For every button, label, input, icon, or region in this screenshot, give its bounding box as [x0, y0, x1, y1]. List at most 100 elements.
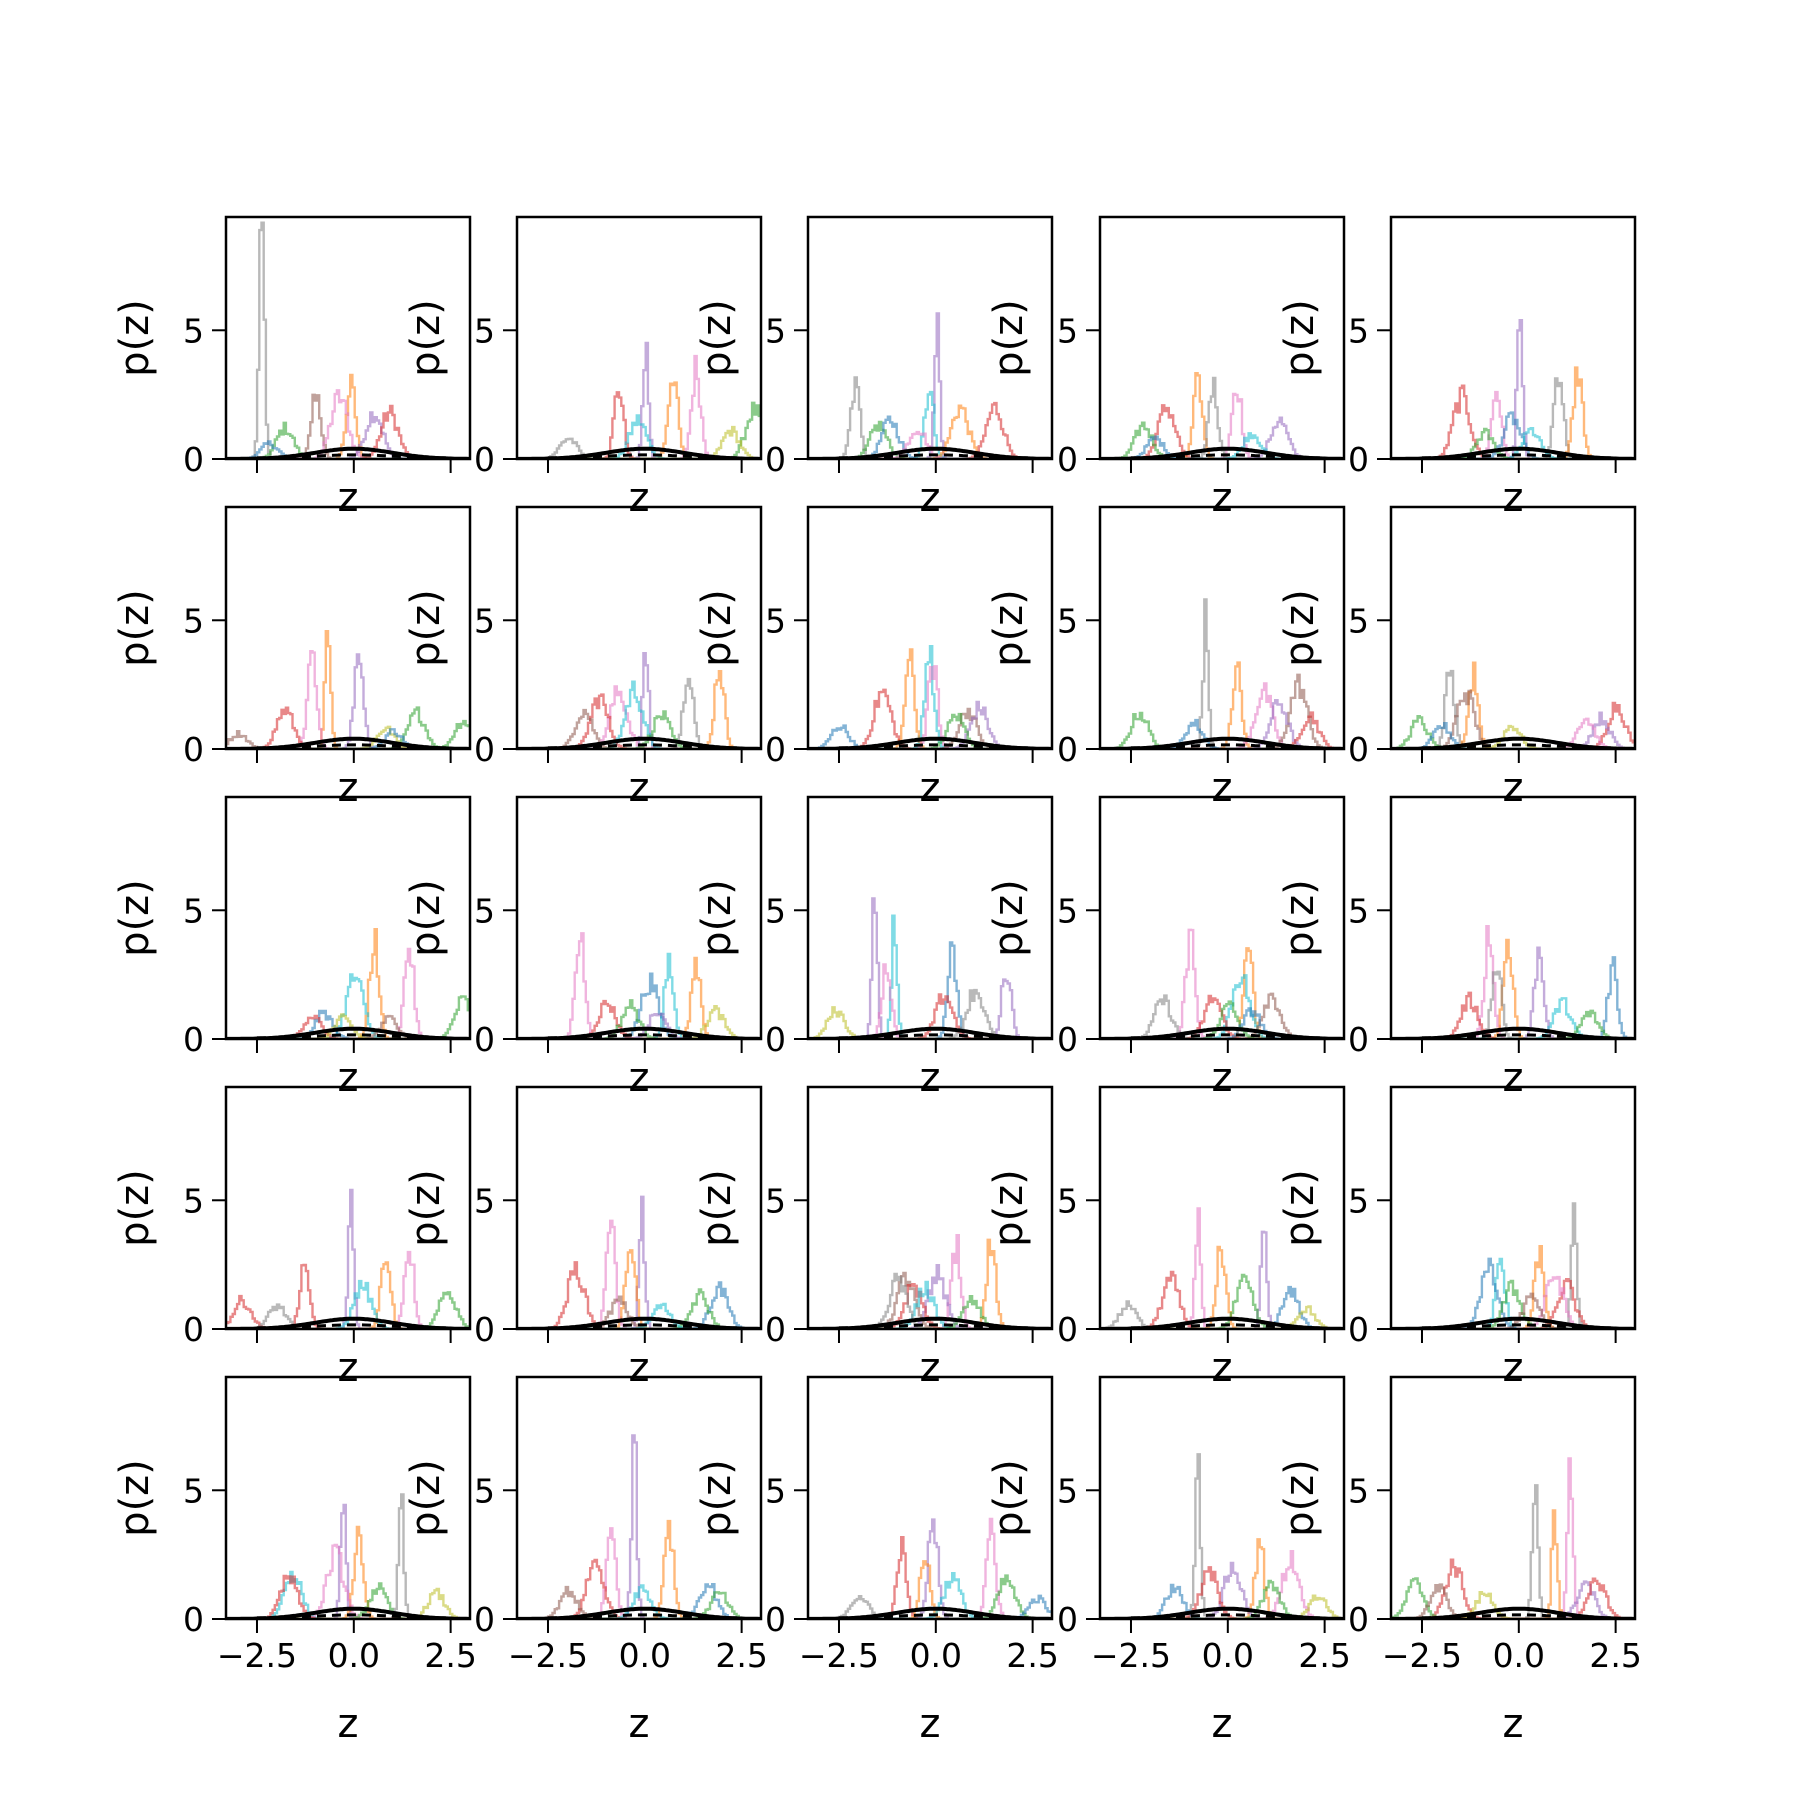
- posterior-histogram: [1391, 701, 1635, 749]
- posterior-histogram: [1391, 946, 1635, 1039]
- subplot-r4-c2: 0 5 z p(z): [403, 1085, 763, 1391]
- y-axis-label: p(z): [112, 1169, 158, 1247]
- posterior-histogram: [517, 1281, 761, 1329]
- x-axis-label: z: [1212, 475, 1233, 521]
- y-tick-label: 0: [1348, 1600, 1369, 1639]
- x-axis-label: z: [1212, 1055, 1233, 1101]
- axes-frame: [515, 1375, 763, 1621]
- subplot-r4-c4: 0 5 z p(z): [986, 1085, 1346, 1391]
- x-axis-label: z: [1503, 475, 1524, 521]
- plot-area: [1391, 1457, 1635, 1619]
- y-axis-label: p(z): [112, 299, 158, 377]
- axes-frame: [1098, 1375, 1346, 1621]
- subplot-r3-c4: 0 5 z p(z): [986, 795, 1346, 1101]
- posterior-histogram: [226, 221, 470, 459]
- posterior-histogram: [1100, 718, 1344, 749]
- posterior-histogram: [1391, 1202, 1635, 1329]
- posterior-histogram: [808, 1595, 1052, 1619]
- y-tick-label: 5: [1057, 1471, 1078, 1510]
- y-tick-label: 5: [474, 1471, 495, 1510]
- x-axis-label: z: [629, 1055, 650, 1101]
- x-tick-label: 0.0: [1202, 1636, 1254, 1675]
- posterior-histogram: [226, 1543, 470, 1619]
- x-axis-label: z: [338, 475, 359, 521]
- y-tick-label: 5: [765, 601, 786, 640]
- x-tick-label: 0.0: [328, 1636, 380, 1675]
- posterior-histogram: [808, 1574, 1052, 1619]
- posterior-histogram: [808, 1594, 1052, 1619]
- posterior-histogram: [808, 1283, 1052, 1329]
- posterior-histogram: [226, 928, 470, 1039]
- y-axis-label: p(z): [694, 299, 740, 377]
- axes-frame: [515, 215, 763, 461]
- y-tick-label: 5: [183, 601, 204, 640]
- posterior-histogram: [517, 999, 761, 1039]
- axes-frame: [1389, 505, 1637, 751]
- y-axis-label: p(z): [986, 1459, 1032, 1537]
- x-axis-label: z: [629, 475, 650, 521]
- y-tick-label: 5: [765, 1181, 786, 1220]
- y-tick-label: 5: [1348, 1471, 1369, 1510]
- posterior-histogram: [808, 390, 1052, 459]
- x-tick-label: 2.5: [715, 1636, 767, 1675]
- x-tick-label: 0.0: [619, 1636, 671, 1675]
- posterior-histogram: [226, 1188, 470, 1329]
- y-tick-label: 5: [1057, 311, 1078, 350]
- axes-frame: [806, 215, 1054, 461]
- posterior-histogram: [226, 1014, 470, 1039]
- subplot-r2-c4: 0 5 z p(z): [986, 505, 1346, 811]
- posterior-histogram: [226, 1525, 470, 1619]
- subplot-r5-c1: 0 5 −2.5 0.0 2.5 z p(z): [112, 1375, 477, 1747]
- y-tick-label: 5: [183, 1471, 204, 1510]
- x-axis-label: z: [920, 475, 941, 521]
- y-tick-label: 0: [1348, 730, 1369, 769]
- y-tick-label: 5: [765, 311, 786, 350]
- x-axis-label: z: [1503, 1345, 1524, 1391]
- posterior-histogram: [808, 978, 1052, 1039]
- y-tick-label: 0: [474, 1310, 495, 1349]
- y-tick-label: 0: [183, 1020, 204, 1059]
- posterior-histogram: [517, 670, 761, 749]
- posterior-histogram: [1391, 1009, 1635, 1039]
- posterior-histogram: [226, 725, 470, 749]
- plot-area: [1100, 372, 1344, 459]
- axes-frame: [224, 215, 472, 461]
- y-axis-label: p(z): [403, 879, 449, 957]
- posterior-histogram: [226, 730, 470, 749]
- posterior-histogram: [808, 724, 1052, 749]
- plot-area: [1391, 661, 1635, 749]
- x-axis-label: z: [920, 1055, 941, 1101]
- subplot-r4-c1: 0 5 z p(z): [112, 1085, 472, 1391]
- posterior-histogram: [1100, 711, 1344, 749]
- posterior-histogram: [808, 1264, 1052, 1329]
- posterior-histogram: [1100, 673, 1344, 749]
- posterior-histogram: [226, 995, 470, 1039]
- y-axis-label: p(z): [694, 589, 740, 667]
- posterior-histogram: [1100, 392, 1344, 459]
- posterior-histogram: [517, 1012, 761, 1039]
- subplot-r1-c3: 0 5 z p(z): [694, 215, 1054, 521]
- posterior-histogram: [226, 1503, 470, 1619]
- axes-frame: [515, 795, 763, 1041]
- posterior-histogram: [1100, 1566, 1344, 1619]
- posterior-histogram: [517, 1585, 761, 1619]
- y-tick-label: 0: [1057, 440, 1078, 479]
- subplot-r2-c1: 0 5 z p(z): [112, 505, 472, 811]
- subplot-r2-c5: 0 5 z p(z): [1277, 505, 1637, 811]
- posterior-histogram: [226, 411, 470, 459]
- posterior-histogram: [808, 665, 1052, 749]
- y-tick-label: 0: [1348, 440, 1369, 479]
- x-tick-label: 0.0: [1493, 1636, 1545, 1675]
- y-axis-label: p(z): [403, 299, 449, 377]
- x-axis-label: z: [1503, 765, 1524, 811]
- plot-area: [1391, 925, 1635, 1039]
- y-tick-label: 5: [1348, 891, 1369, 930]
- y-tick-label: 0: [1057, 1020, 1078, 1059]
- x-tick-label: −2.5: [1091, 1636, 1171, 1675]
- subplot-r5-c2: 0 5 −2.5 0.0 2.5 z p(z): [403, 1375, 768, 1747]
- y-axis-label: p(z): [112, 879, 158, 957]
- posterior-histogram: [517, 1295, 761, 1329]
- y-tick-label: 5: [1057, 891, 1078, 930]
- plot-area: [808, 1234, 1052, 1329]
- x-axis-label: z: [338, 1055, 359, 1101]
